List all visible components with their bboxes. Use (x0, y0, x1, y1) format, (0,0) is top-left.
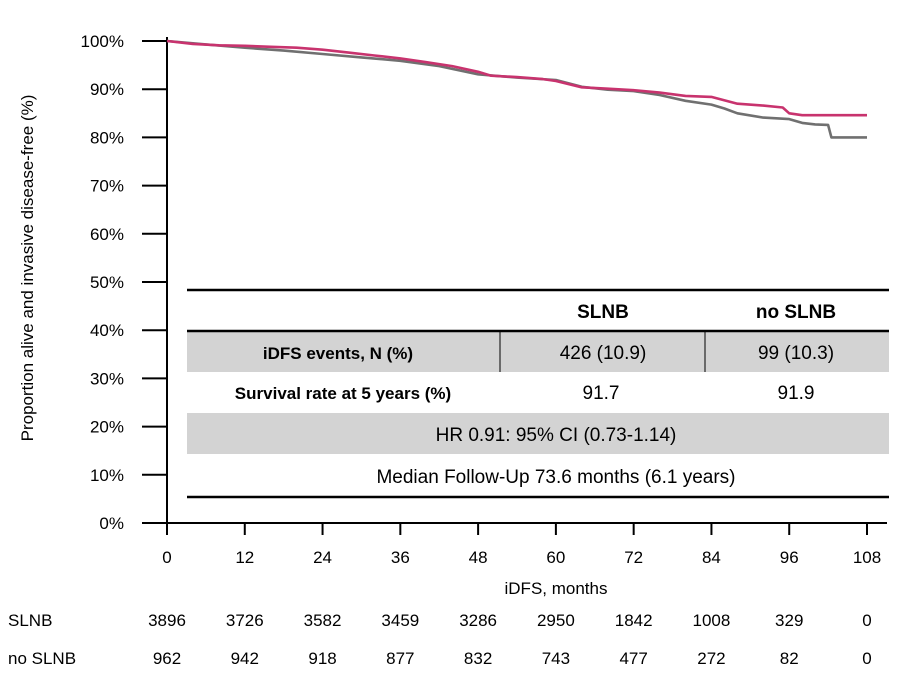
risk-cell: 1008 (693, 611, 731, 630)
x-tick-label: 12 (235, 548, 254, 567)
x-tick-label: 108 (853, 548, 881, 567)
y-tick-label: 20% (90, 418, 124, 437)
x-axis-label: iDFS, months (505, 579, 608, 598)
x-tick-label: 24 (313, 548, 332, 567)
risk-cell: 832 (464, 649, 492, 668)
risk-cell: 329 (775, 611, 803, 630)
inset-row-bg-hr (187, 413, 889, 454)
inset-cell-survival-slnb: 91.7 (583, 383, 620, 404)
inset-followup-text: Median Follow-Up 73.6 months (6.1 years) (376, 467, 735, 488)
y-tick-label: 100% (81, 32, 124, 51)
risk-row-label-slnb: SLNB (8, 611, 52, 630)
risk-cell: 962 (153, 649, 181, 668)
x-tick-label: 60 (546, 548, 565, 567)
risk-cell: 3726 (226, 611, 264, 630)
inset-cell-events-no-slnb: 99 (10.3) (758, 343, 834, 364)
inset-cell-survival-no-slnb: 91.9 (778, 383, 815, 404)
y-tick-label: 10% (90, 466, 124, 485)
y-tick-label: 80% (90, 128, 124, 147)
risk-cell: 82 (780, 649, 799, 668)
risk-cell: 743 (542, 649, 570, 668)
inset-header-slnb: SLNB (577, 302, 629, 323)
x-tick-label: 48 (469, 548, 488, 567)
series-line-no-slnb (166, 39, 867, 139)
risk-cell: 3896 (148, 611, 186, 630)
axes (166, 37, 887, 524)
y-tick-label: 60% (90, 225, 124, 244)
y-tick-label: 40% (90, 321, 124, 340)
x-tick-label: 0 (162, 548, 171, 567)
x-tick-label: 96 (780, 548, 799, 567)
y-tick-label: 30% (90, 369, 124, 388)
y-tick-label: 0% (99, 514, 124, 533)
inset-cell-events-slnb: 426 (10.9) (560, 343, 647, 364)
risk-cell: 477 (619, 649, 647, 668)
inset-table: SLNB no SLNB iDFS events, N (%) 426 (10.… (187, 288, 889, 499)
inset-row-label-events: iDFS events, N (%) (263, 344, 413, 363)
inset-hr-text: HR 0.91: 95% CI (0.73-1.14) (436, 425, 677, 446)
risk-cell: 3286 (459, 611, 497, 630)
x-tick-label: 84 (702, 548, 721, 567)
risk-cell: 3582 (304, 611, 342, 630)
risk-cell: 918 (308, 649, 336, 668)
risk-table: SLNB no SLNB 3896 3726 3582 3459 3286 2950 184… (8, 611, 872, 668)
risk-cell: 1842 (615, 611, 653, 630)
x-tick-label: 36 (391, 548, 410, 567)
inset-row-label-survival: Survival rate at 5 years (%) (235, 384, 451, 403)
survival-curves (166, 39, 867, 139)
inset-header-no-slnb: no SLNB (756, 302, 836, 323)
x-ticks: 0 12 24 36 48 60 72 84 96 108 (162, 523, 881, 567)
x-tick-label: 72 (624, 548, 643, 567)
y-tick-label: 70% (90, 177, 124, 196)
risk-cell: 0 (862, 611, 871, 630)
risk-cell: 0 (862, 649, 871, 668)
risk-row-label-no-slnb: no SLNB (8, 649, 76, 668)
inset-row-bg-events (187, 331, 889, 372)
risk-cell: 2950 (537, 611, 575, 630)
risk-cell: 272 (697, 649, 725, 668)
series-line-slnb (166, 39, 867, 117)
y-tick-label: 90% (90, 80, 124, 99)
y-tick-label: 50% (90, 273, 124, 292)
y-axis-label: Proportion alive and invasive disease-fr… (18, 95, 37, 442)
risk-cell: 877 (386, 649, 414, 668)
risk-cell: 942 (231, 649, 259, 668)
risk-cell: 3459 (381, 611, 419, 630)
y-ticks: 0% 10% 20% 30% 40% 50% 60% 70% 80% 90% 100% (81, 32, 167, 533)
